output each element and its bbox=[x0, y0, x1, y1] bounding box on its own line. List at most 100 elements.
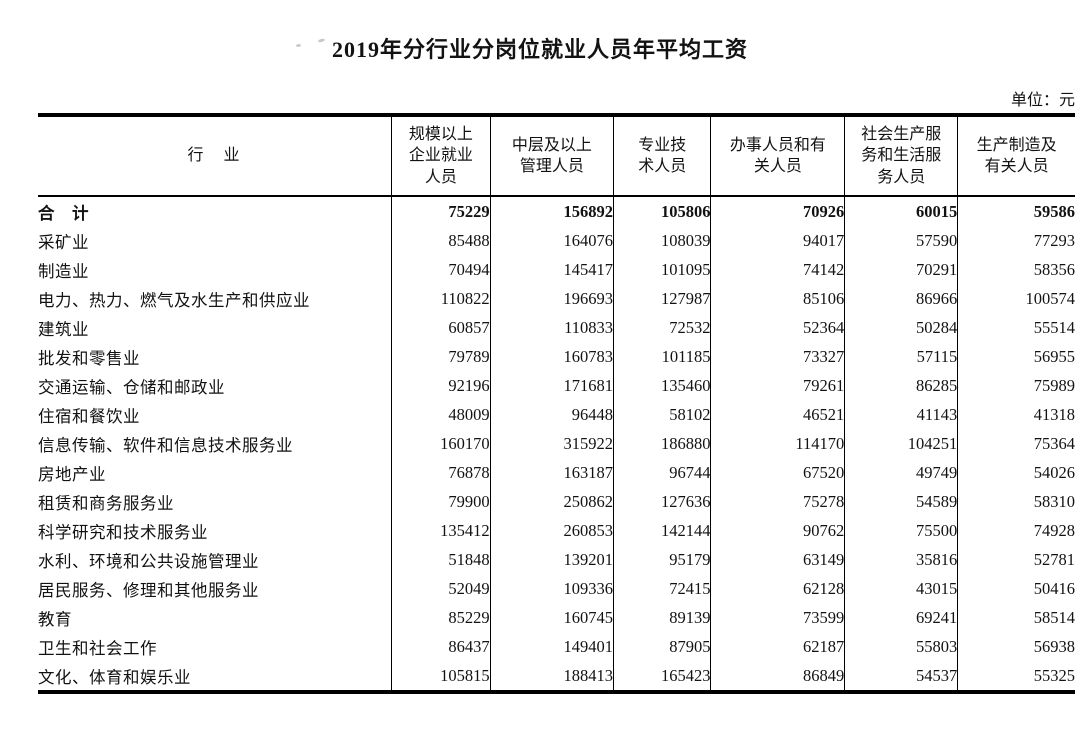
value-cell: 76878 bbox=[391, 458, 491, 487]
value-cell: 139201 bbox=[489, 545, 614, 574]
value-cell: 79900 bbox=[391, 487, 491, 516]
table-row: 建筑业 60857 110833 72532 52364 50284 55514 bbox=[38, 313, 1075, 342]
table-row: 住宿和餐饮业 48009 96448 58102 46521 41143 41318 bbox=[38, 400, 1075, 429]
value-cell: 79789 bbox=[391, 342, 491, 371]
value-cell: 94017 bbox=[710, 226, 845, 255]
value-cell: 127636 bbox=[613, 487, 711, 516]
value-cell: 109336 bbox=[489, 574, 614, 603]
value-cell: 186880 bbox=[613, 429, 711, 458]
value-cell: 70291 bbox=[844, 255, 958, 284]
industry-cell: 文化、体育和娱乐业 bbox=[38, 667, 191, 687]
value-cell: 50416 bbox=[957, 574, 1075, 603]
value-cell: 315922 bbox=[489, 429, 614, 458]
table-row: 采矿业 85488 164076 108039 94017 57590 77293 bbox=[38, 226, 1075, 255]
industry-cell: 房地产业 bbox=[38, 464, 106, 484]
value-cell: 57590 bbox=[844, 226, 958, 255]
value-cell: 127987 bbox=[613, 284, 711, 313]
value-cell: 110822 bbox=[391, 284, 491, 313]
value-cell: 50284 bbox=[844, 313, 958, 342]
table-row: 批发和零售业 79789 160783 101185 73327 57115 56955 bbox=[38, 342, 1075, 371]
column-header-clerical: 办事人员和有 关人员 bbox=[710, 115, 845, 197]
value-cell: 149401 bbox=[489, 632, 614, 661]
table-row: 信息传输、软件和信息技术服务业 160170 315922 186880 114170 1… bbox=[38, 429, 1075, 458]
industry-cell: 批发和零售业 bbox=[38, 348, 140, 368]
value-cell: 69241 bbox=[844, 603, 958, 632]
value-cell: 108039 bbox=[613, 226, 711, 255]
value-cell: 101185 bbox=[613, 342, 711, 371]
table-row: 文化、体育和娱乐业 105815 188413 165423 86849 54537 553… bbox=[38, 661, 1075, 692]
value-cell: 55514 bbox=[957, 313, 1075, 342]
value-cell: 54589 bbox=[844, 487, 958, 516]
value-cell: 62187 bbox=[710, 632, 845, 661]
value-cell: 74928 bbox=[957, 516, 1075, 545]
value-cell: 70494 bbox=[391, 255, 491, 284]
value-cell: 79261 bbox=[710, 371, 845, 400]
value-cell: 51848 bbox=[391, 545, 491, 574]
industry-cell: 信息传输、软件和信息技术服务业 bbox=[38, 435, 293, 455]
industry-cell: 合 计 bbox=[38, 203, 89, 223]
table-row: 卫生和社会工作 86437 149401 87905 62187 55803 56938 bbox=[38, 632, 1075, 661]
value-cell: 62128 bbox=[710, 574, 845, 603]
wage-table-container: 行 业 规模以上 企业就业 人员 中层及以上 管理人员 专业技 术人员 办事人员… bbox=[38, 113, 1075, 694]
value-cell: 86966 bbox=[844, 284, 958, 313]
industry-cell: 采矿业 bbox=[38, 232, 89, 252]
value-cell: 188413 bbox=[489, 661, 614, 692]
value-cell: 41143 bbox=[844, 400, 958, 429]
industry-cell: 电力、热力、燃气及水生产和供应业 bbox=[38, 290, 310, 310]
value-cell: 75364 bbox=[957, 429, 1075, 458]
value-cell: 54537 bbox=[844, 661, 958, 692]
value-cell: 56938 bbox=[957, 632, 1075, 661]
value-cell: 160783 bbox=[489, 342, 614, 371]
value-cell: 58102 bbox=[613, 400, 711, 429]
value-cell: 105806 bbox=[613, 196, 711, 226]
value-cell: 75278 bbox=[710, 487, 845, 516]
table-row: 交通运输、仓储和邮政业 92196 171681 135460 79261 86285 75… bbox=[38, 371, 1075, 400]
value-cell: 165423 bbox=[613, 661, 711, 692]
value-cell: 58310 bbox=[957, 487, 1075, 516]
value-cell: 95179 bbox=[613, 545, 711, 574]
value-cell: 49749 bbox=[844, 458, 958, 487]
value-cell: 142144 bbox=[613, 516, 711, 545]
value-cell: 70926 bbox=[710, 196, 845, 226]
header-row: 行 业 规模以上 企业就业 人员 中层及以上 管理人员 专业技 术人员 办事人员… bbox=[38, 115, 1075, 197]
value-cell: 86437 bbox=[391, 632, 491, 661]
value-cell: 96744 bbox=[613, 458, 711, 487]
page-title: 2019年分行业分岗位就业人员年平均工资 bbox=[331, 37, 748, 62]
value-cell: 46521 bbox=[710, 400, 845, 429]
column-header-technical: 专业技 术人员 bbox=[613, 115, 711, 197]
value-cell: 57115 bbox=[844, 342, 958, 371]
value-cell: 92196 bbox=[391, 371, 491, 400]
value-cell: 60857 bbox=[391, 313, 491, 342]
value-cell: 86849 bbox=[710, 661, 845, 692]
table-row: 教育 85229 160745 89139 73599 69241 58514 bbox=[38, 603, 1075, 632]
industry-cell: 水利、环境和公共设施管理业 bbox=[38, 551, 259, 571]
table-row: 居民服务、修理和其他服务业 52049 109336 72415 62128 43015 5… bbox=[38, 574, 1075, 603]
value-cell: 55803 bbox=[844, 632, 958, 661]
value-cell: 67520 bbox=[710, 458, 845, 487]
column-header-industry: 行 业 bbox=[38, 115, 392, 197]
table-row: 房地产业 76878 163187 96744 67520 49749 54026 bbox=[38, 458, 1075, 487]
value-cell: 163187 bbox=[489, 458, 614, 487]
table-header: 行 业 规模以上 企业就业 人员 中层及以上 管理人员 专业技 术人员 办事人员… bbox=[38, 115, 1075, 197]
industry-cell: 租赁和商务服务业 bbox=[38, 493, 174, 513]
value-cell: 86285 bbox=[844, 371, 958, 400]
value-cell: 60015 bbox=[844, 196, 958, 226]
value-cell: 73599 bbox=[710, 603, 845, 632]
value-cell: 41318 bbox=[957, 400, 1075, 429]
table-row: 科学研究和技术服务业 135412 260853 142144 90762 75500 74… bbox=[38, 516, 1075, 545]
value-cell: 72532 bbox=[613, 313, 711, 342]
value-cell: 145417 bbox=[489, 255, 614, 284]
table-row: 水利、环境和公共设施管理业 51848 139201 95179 63149 35816 5… bbox=[38, 545, 1075, 574]
value-cell: 85488 bbox=[391, 226, 491, 255]
value-cell: 74142 bbox=[710, 255, 845, 284]
value-cell: 56955 bbox=[957, 342, 1075, 371]
value-cell: 43015 bbox=[844, 574, 958, 603]
value-cell: 171681 bbox=[489, 371, 614, 400]
value-cell: 75989 bbox=[957, 371, 1075, 400]
value-cell: 75500 bbox=[844, 516, 958, 545]
industry-cell: 制造业 bbox=[38, 261, 89, 281]
value-cell: 58356 bbox=[957, 255, 1075, 284]
table-row: 电力、热力、燃气及水生产和供应业 110822 196693 127987 85106 8… bbox=[38, 284, 1075, 313]
value-cell: 96448 bbox=[489, 400, 614, 429]
value-cell: 75229 bbox=[391, 196, 491, 226]
